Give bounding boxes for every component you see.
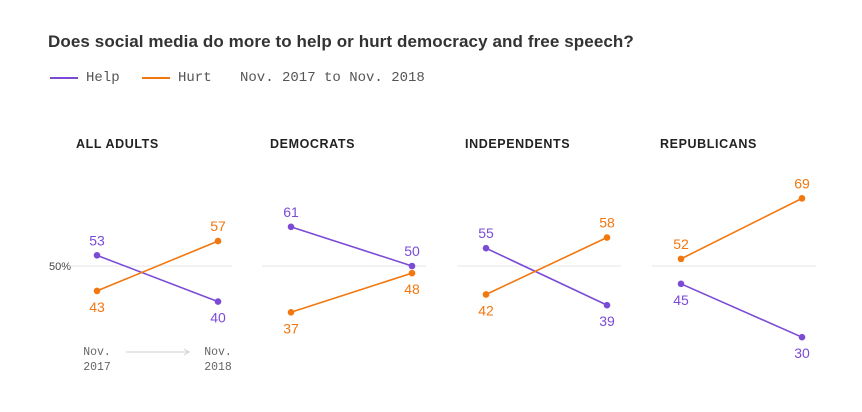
series-line-help-independents <box>485 247 608 306</box>
series-line-hurt-all-adults <box>96 240 219 292</box>
reference-line-label: 50% <box>49 261 71 273</box>
data-label-hurt-independents: 42 <box>478 302 494 318</box>
data-label-help-democrats: 61 <box>283 204 299 220</box>
legend-label-hurt: Hurt <box>178 70 212 86</box>
data-label-hurt-republicans: 52 <box>673 236 689 252</box>
data-label-hurt-all-adults: 43 <box>89 299 105 315</box>
series-line-help-republicans <box>680 283 803 338</box>
data-label-help-independents: 39 <box>599 313 615 329</box>
series-line-help-all-adults <box>96 254 219 303</box>
x-axis-arrow-head <box>183 348 190 356</box>
data-point-help-democrats <box>287 223 295 231</box>
data-label-hurt-democrats: 37 <box>283 320 299 336</box>
data-point-help-republicans <box>677 280 685 288</box>
data-label-help-republicans: 30 <box>794 345 810 361</box>
data-label-hurt-democrats: 48 <box>404 281 420 297</box>
data-point-hurt-republicans <box>798 195 806 202</box>
series-line-hurt-republicans <box>680 197 803 260</box>
x-label-end-year: 2018 <box>204 361 232 374</box>
data-point-help-republicans <box>798 333 806 341</box>
legend-swatch-hurt <box>142 77 170 79</box>
series-line-hurt-independents <box>485 236 608 296</box>
x-label-start-month: Nov. <box>83 346 111 359</box>
data-label-hurt-all-adults: 57 <box>210 218 226 234</box>
data-point-hurt-independents <box>482 291 490 298</box>
legend-period: Nov. 2017 to Nov. 2018 <box>240 70 425 86</box>
x-label-start-year: 2017 <box>83 361 111 374</box>
series-line-hurt-democrats <box>290 272 413 314</box>
legend-swatch-help <box>50 77 78 79</box>
x-label-end-month: Nov. <box>204 346 232 359</box>
data-point-help-independents <box>603 301 611 309</box>
data-point-help-all-adults <box>214 298 222 305</box>
data-point-hurt-democrats <box>287 308 295 316</box>
data-label-help-democrats: 50 <box>404 243 420 259</box>
data-point-help-all-adults <box>93 252 101 259</box>
data-label-help-all-adults: 40 <box>210 310 226 326</box>
data-point-hurt-all-adults <box>93 287 101 295</box>
panel-title-all-adults: ALL ADULTS <box>76 137 159 151</box>
data-point-help-democrats <box>408 262 416 270</box>
data-point-hurt-democrats <box>408 269 416 277</box>
data-label-help-all-adults: 53 <box>89 232 105 248</box>
data-label-hurt-republicans: 69 <box>794 175 810 191</box>
data-point-hurt-republicans <box>677 255 685 263</box>
panel-title-democrats: DEMOCRATS <box>270 137 355 151</box>
data-label-help-republicans: 45 <box>673 292 689 308</box>
legend-item-help: Help <box>50 70 120 86</box>
data-point-hurt-independents <box>603 234 611 241</box>
data-point-help-independents <box>482 244 490 252</box>
panel-title-independents: INDEPENDENTS <box>465 137 570 151</box>
data-point-hurt-all-adults <box>214 237 222 245</box>
panel-title-republicans: REPUBLICANS <box>660 137 757 151</box>
legend-label-help: Help <box>86 70 120 86</box>
series-line-help-democrats <box>290 226 413 267</box>
chart-title: Does social media do more to help or hur… <box>48 32 634 51</box>
data-label-help-independents: 55 <box>478 225 494 241</box>
legend-item-hurt: Hurt <box>142 70 212 86</box>
data-label-hurt-independents: 58 <box>599 215 615 231</box>
